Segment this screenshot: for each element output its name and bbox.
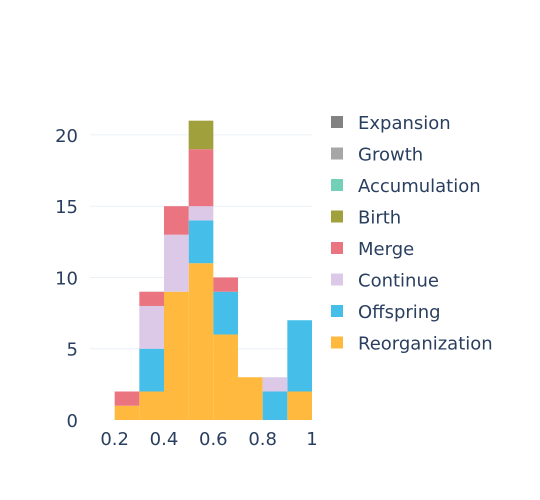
- bars: [114, 120, 312, 420]
- bar-reorganization-bin-4: [164, 291, 189, 420]
- bar-continue-bin-8: [262, 377, 288, 392]
- legend-label-offspring: Offspring: [358, 302, 441, 323]
- bar-continue-bin-5: [188, 206, 214, 221]
- legend-swatch-reorganization: [331, 336, 343, 349]
- bar-merge-bin-4: [164, 206, 189, 235]
- bar-reorganization-bin-7: [238, 377, 263, 420]
- x-tick-label-0.8: 0.8: [248, 429, 277, 450]
- bar-offspring-bin-3: [139, 348, 164, 392]
- legend-item-growth[interactable]: Growth: [331, 145, 423, 166]
- legend-item-continue[interactable]: Continue: [331, 271, 439, 292]
- legend-label-birth: Birth: [358, 208, 401, 229]
- bar-continue-bin-3: [139, 305, 164, 349]
- x-axis-ticks: 0.2 0.4 0.6 0.8 1: [100, 429, 317, 450]
- bar-reorganization-bin-2: [114, 405, 140, 420]
- bar-merge-bin-2: [114, 391, 140, 406]
- bar-reorganization-bin-9: [287, 391, 312, 420]
- x-tick-label-0.6: 0.6: [199, 429, 228, 450]
- bar-merge-bin-3: [139, 291, 164, 306]
- x-tick-label-0.4: 0.4: [150, 429, 179, 450]
- legend-swatch-birth: [331, 210, 343, 223]
- bar-reorganization-bin-6: [213, 334, 238, 420]
- y-tick-label-10: 10: [55, 268, 78, 289]
- legend-swatch-growth: [331, 147, 343, 160]
- legend-label-expansion: Expansion: [358, 113, 451, 134]
- y-tick-label-20: 20: [55, 126, 78, 147]
- bar-continue-bin-4: [164, 234, 189, 292]
- legend-item-accumulation[interactable]: Accumulation: [331, 176, 481, 197]
- legend-swatch-accumulation: [331, 179, 343, 191]
- y-axis-ticks: 0 5 10 15 20: [55, 126, 78, 432]
- legend-item-expansion[interactable]: Expansion: [331, 113, 451, 134]
- legend-item-birth[interactable]: Birth: [331, 208, 401, 229]
- bar-merge-bin-6: [213, 277, 238, 292]
- legend-swatch-offspring: [331, 305, 343, 317]
- bar-reorganization-bin-3: [139, 391, 164, 420]
- legend-swatch-expansion: [331, 116, 343, 128]
- legend[interactable]: Expansion Growth Accumulation Birth Merge Con…: [331, 113, 493, 355]
- x-tick-label-1: 1: [306, 429, 317, 450]
- bar-birth-bin-5: [188, 120, 214, 150]
- y-tick-label-15: 15: [55, 197, 78, 218]
- legend-item-offspring[interactable]: Offspring: [331, 302, 441, 323]
- legend-swatch-merge: [331, 242, 343, 254]
- bar-merge-bin-5: [188, 149, 214, 207]
- legend-item-merge[interactable]: Merge: [331, 239, 414, 260]
- bar-reorganization-bin-5: [188, 263, 214, 420]
- legend-label-continue: Continue: [358, 271, 439, 292]
- legend-label-merge: Merge: [358, 239, 414, 260]
- legend-item-reorganization[interactable]: Reorganization: [331, 334, 493, 355]
- y-tick-label-0: 0: [67, 411, 78, 432]
- bar-offspring-bin-9: [287, 320, 312, 392]
- bar-offspring-bin-5: [188, 220, 214, 264]
- y-tick-label-5: 5: [67, 340, 78, 361]
- legend-swatch-continue: [331, 273, 343, 286]
- legend-label-growth: Growth: [358, 145, 423, 166]
- x-tick-label-0.2: 0.2: [100, 429, 129, 450]
- legend-label-reorganization: Reorganization: [358, 334, 493, 355]
- bar-offspring-bin-6: [213, 291, 238, 335]
- legend-label-accumulation: Accumulation: [358, 176, 481, 197]
- bar-offspring-bin-8: [262, 391, 288, 420]
